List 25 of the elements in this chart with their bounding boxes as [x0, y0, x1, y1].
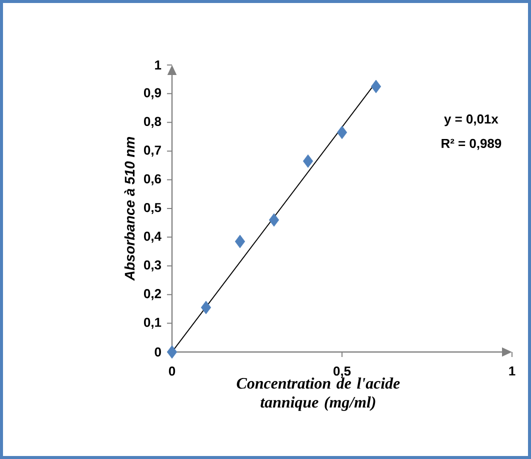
- y-tick-label: 0,7: [144, 146, 161, 157]
- x-tick-label: 0,5: [334, 366, 351, 378]
- y-axis-title: Absorbance à 510 nm: [124, 136, 135, 281]
- annotation: y = 0,01x: [444, 114, 498, 126]
- point: [200, 300, 212, 314]
- x-tick-label: 0: [168, 366, 176, 376]
- y-tick-label: 0: [154, 347, 161, 357]
- y-tick-label: 0,5: [144, 202, 162, 214]
- y-tick-label: 0,2: [144, 289, 161, 300]
- point: [166, 345, 178, 359]
- annotation: R² = 0,989: [442, 138, 502, 150]
- point: [268, 213, 280, 227]
- y-tick-label: 0,1: [144, 318, 162, 329]
- point: [302, 154, 314, 168]
- y-tick-label: 0,8: [144, 116, 162, 128]
- x-axis-title: Concentration de l'acide tannique (mg/ml): [236, 378, 400, 411]
- point: [370, 80, 382, 94]
- y-tick-label: 0,3: [144, 260, 162, 272]
- y-tick-label: 0,6: [144, 174, 162, 186]
- point: [336, 126, 348, 140]
- y-tick-label: 0,9: [144, 88, 162, 100]
- point: [234, 234, 246, 248]
- x-tick-label: 1: [509, 366, 516, 376]
- y-tick-label: 0,4: [144, 232, 162, 243]
- y-tick-label: 1: [155, 60, 162, 70]
